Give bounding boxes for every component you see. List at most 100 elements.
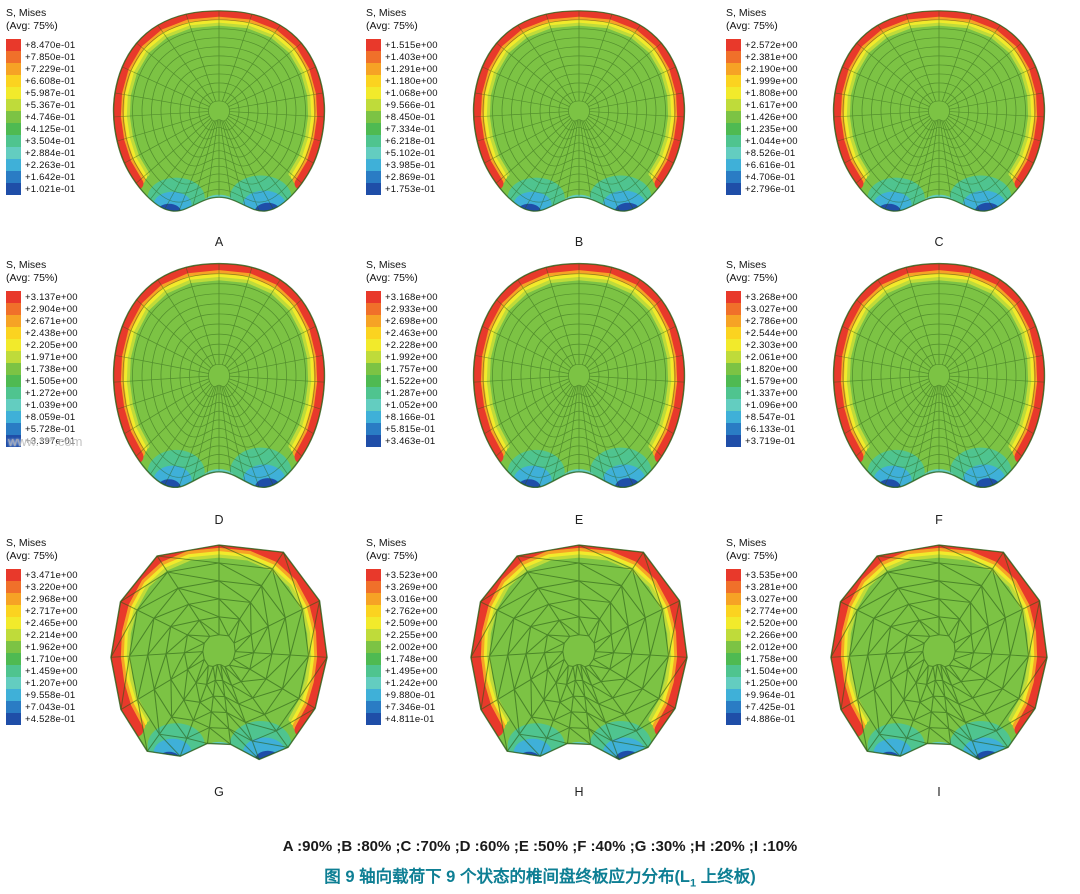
- legend-row: +1.039e+00: [6, 399, 78, 411]
- legend-value: +3.535e+00: [745, 569, 798, 581]
- legend-swatch: [6, 351, 21, 363]
- legend-subtitle: (Avg: 75%): [6, 20, 58, 32]
- legend-swatch: [726, 423, 741, 435]
- legend-title: S, Mises: [366, 7, 407, 19]
- legend-swatch: [366, 593, 381, 605]
- legend-value: +5.728e-01: [25, 423, 76, 435]
- legend-row: +2.509e+00: [366, 617, 438, 629]
- legend-value: +1.753e-01: [385, 183, 436, 195]
- legend-swatch: [726, 617, 741, 629]
- legend-row: +2.012e+00: [726, 641, 798, 653]
- legend-row: +1.052e+00: [366, 399, 438, 411]
- legend-scale: +3.268e+00 +3.027e+00 +2.786e+00 +2.544e+00…: [726, 291, 798, 447]
- legend-row: +2.544e+00: [726, 327, 798, 339]
- legend-value: +6.218e-01: [385, 135, 436, 147]
- legend-value: +1.039e+00: [25, 399, 78, 411]
- legend-value: +1.999e+00: [745, 75, 798, 87]
- legend-row: +2.255e+00: [366, 629, 438, 641]
- panel-label: C: [934, 235, 944, 249]
- legend-value: +1.235e+00: [745, 123, 798, 135]
- legend-title: S, Mises: [6, 7, 47, 19]
- legend-row: +3.523e+00: [366, 569, 438, 581]
- legend-value: +7.850e-01: [25, 51, 76, 63]
- legend-swatch: [6, 171, 21, 183]
- legend-row: +1.495e+00: [366, 665, 438, 677]
- legend-row: +4.886e-01: [726, 713, 798, 725]
- legend-row: +5.728e-01: [6, 423, 78, 435]
- legend-value: +2.520e+00: [745, 617, 798, 629]
- legend-value: +2.465e+00: [25, 617, 78, 629]
- legend-swatch: [366, 39, 381, 51]
- legend-swatch: [6, 411, 21, 423]
- legend-swatch: [726, 87, 741, 99]
- legend-row: +5.367e-01: [6, 99, 75, 111]
- legend-value: +4.886e-01: [745, 713, 796, 725]
- stress-panel-I: S, Mises (Avg: 75%) +3.535e+00 +3.281e+00 +3…: [720, 530, 1080, 802]
- legend-value: +4.746e-01: [25, 111, 76, 123]
- legend-subtitle: (Avg: 75%): [366, 20, 418, 32]
- legend-title: S, Mises: [6, 537, 47, 549]
- legend-swatch: [726, 303, 741, 315]
- legend-title: S, Mises: [6, 259, 47, 271]
- legend: S, Mises (Avg: 75%) +3.168e+00 +2.933e+00 +2…: [366, 259, 438, 447]
- legend-row: +2.190e+00: [726, 63, 798, 75]
- legend-swatch: [366, 411, 381, 423]
- legend-row: +2.381e+00: [726, 51, 798, 63]
- legend-row: +4.811e-01: [366, 713, 438, 725]
- legend-value: +1.992e+00: [385, 351, 438, 363]
- stress-panel-E: S, Mises (Avg: 75%) +3.168e+00 +2.933e+00 +2…: [360, 252, 720, 530]
- legend-value: +2.509e+00: [385, 617, 438, 629]
- legend-row: +6.608e-01: [6, 75, 75, 87]
- legend-swatch: [6, 147, 21, 159]
- legend-row: +4.746e-01: [6, 111, 75, 123]
- legend-row: +2.717e+00: [6, 605, 78, 617]
- stress-panel-B: S, Mises (Avg: 75%) +1.515e+00 +1.403e+00 +1…: [360, 0, 720, 252]
- legend-swatch: [6, 665, 21, 677]
- legend-scale: +3.168e+00 +2.933e+00 +2.698e+00 +2.463e+00…: [366, 291, 438, 447]
- legend-row: +1.515e+00: [366, 39, 438, 51]
- legend-value: +2.933e+00: [385, 303, 438, 315]
- legend-swatch: [366, 435, 381, 447]
- legend-value: +1.808e+00: [745, 87, 798, 99]
- legend-row: +1.522e+00: [366, 375, 438, 387]
- legend-scale: +8.470e-01 +7.850e-01 +7.229e-01 +6.608e-01…: [6, 39, 75, 195]
- legend-swatch: [6, 339, 21, 351]
- legend-row: +1.459e+00: [6, 665, 78, 677]
- legend-value: +3.027e+00: [745, 303, 798, 315]
- legend-swatch: [6, 363, 21, 375]
- stress-panel-H: S, Mises (Avg: 75%) +3.523e+00 +3.269e+00 +3…: [360, 530, 720, 802]
- legend-row: +2.572e+00: [726, 39, 798, 51]
- legend-row: +1.287e+00: [366, 387, 438, 399]
- legend-swatch: [726, 363, 741, 375]
- legend-scale: +3.137e+00 +2.904e+00 +2.671e+00 +2.438e+00…: [6, 291, 78, 447]
- plot-area: [100, 4, 338, 231]
- legend-swatch: [726, 183, 741, 195]
- legend-value: +2.463e+00: [385, 327, 438, 339]
- legend-swatch: [366, 123, 381, 135]
- legend-row: +8.526e-01: [726, 147, 798, 159]
- legend-value: +3.269e+00: [385, 581, 438, 593]
- legend-swatch: [726, 39, 741, 51]
- legend-row: +4.706e-01: [726, 171, 798, 183]
- legend-row: +1.505e+00: [6, 375, 78, 387]
- legend-swatch: [726, 135, 741, 147]
- legend-value: +2.002e+00: [385, 641, 438, 653]
- plot-area: [460, 534, 698, 781]
- legend-swatch: [726, 63, 741, 75]
- legend-value: +9.566e-01: [385, 99, 436, 111]
- legend-swatch: [6, 713, 21, 725]
- legend-value: +1.180e+00: [385, 75, 438, 87]
- panel-label: G: [214, 785, 224, 799]
- legend-value: +1.291e+00: [385, 63, 438, 75]
- legend-swatch: [6, 183, 21, 195]
- legend-row: +1.180e+00: [366, 75, 438, 87]
- legend-row: +8.166e-01: [366, 411, 438, 423]
- legend-value: +7.346e-01: [385, 701, 436, 713]
- legend-row: +3.268e+00: [726, 291, 798, 303]
- legend-row: +7.346e-01: [366, 701, 438, 713]
- legend-value: +1.403e+00: [385, 51, 438, 63]
- legend-value: +2.263e-01: [25, 159, 76, 171]
- legend-row: +3.471e+00: [6, 569, 78, 581]
- legend-row: +2.303e+00: [726, 339, 798, 351]
- legend-subtitle: (Avg: 75%): [6, 550, 58, 562]
